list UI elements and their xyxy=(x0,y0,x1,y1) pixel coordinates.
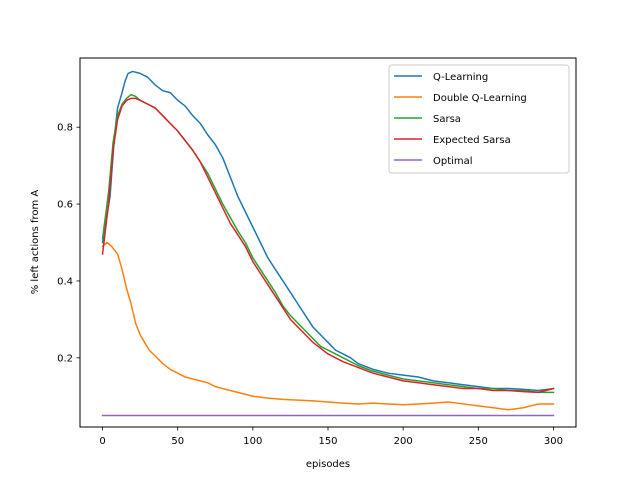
series-layer xyxy=(101,70,555,417)
legend-label-optimal: Optimal xyxy=(433,156,473,167)
x-axis-title: episodes xyxy=(306,459,350,470)
series-line-q-learning xyxy=(101,70,555,392)
legend-box xyxy=(388,64,570,174)
y-axis: 0.2 0.4 0.6 0.8 xyxy=(57,123,80,364)
legend-label-expected-sarsa: Expected Sarsa xyxy=(433,135,511,146)
x-tick-label: 250 xyxy=(469,436,488,447)
legend-label-double-q-learning: Double Q-Learning xyxy=(433,93,527,104)
y-tick-label: 0.2 xyxy=(57,353,73,364)
series-line-expected-sarsa xyxy=(101,97,555,394)
x-tick-label: 150 xyxy=(318,436,337,447)
x-tick-label: 100 xyxy=(243,436,262,447)
y-tick-label: 0.8 xyxy=(57,123,73,134)
y-axis-title: % left actions from A xyxy=(30,190,41,295)
y-tick-label: 0.4 xyxy=(57,276,73,287)
legend-label-sarsa: Sarsa xyxy=(433,114,461,125)
series-line-double-q-learning xyxy=(101,241,555,411)
y-tick-label: 0.6 xyxy=(57,200,73,211)
x-tick-label: 50 xyxy=(171,436,184,447)
x-tick-label: 300 xyxy=(544,436,563,447)
x-tick-label: 200 xyxy=(394,436,413,447)
x-axis: 0 50 100 150 200 250 300 xyxy=(99,427,563,447)
legend: Q-Learning Double Q-Learning Sarsa Expected… xyxy=(388,64,570,174)
legend-label-q-learning: Q-Learning xyxy=(433,72,488,83)
x-tick-label: 0 xyxy=(99,436,105,447)
